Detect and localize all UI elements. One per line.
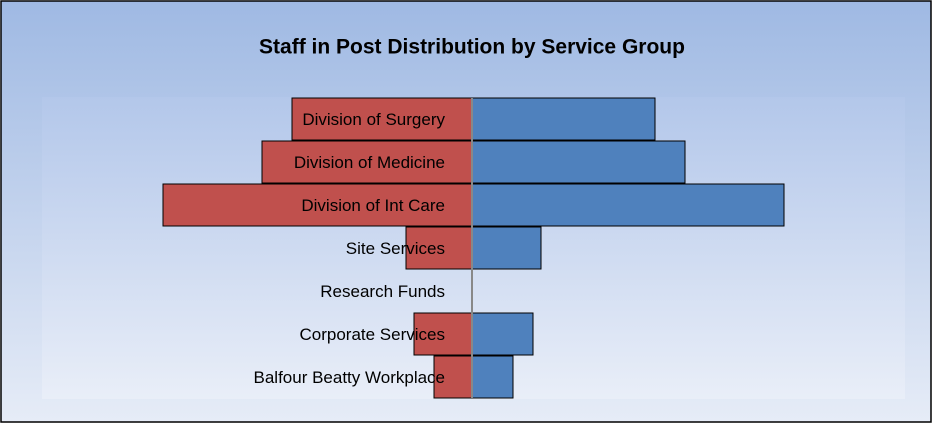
bar: [471, 312, 534, 356]
bar: [471, 183, 785, 227]
category-label: Division of Medicine: [294, 153, 445, 172]
bar: [162, 183, 473, 227]
category-label: Research Funds: [320, 282, 445, 301]
bar: [413, 312, 473, 356]
bar: [471, 355, 514, 399]
bar: [261, 140, 473, 184]
bar: [405, 226, 473, 270]
category-label: Balfour Beatty Workplace: [254, 368, 446, 387]
category-label: Corporate Services: [299, 325, 445, 344]
category-label: Division of Surgery: [302, 110, 445, 129]
category-label: Division of Int Care: [301, 196, 445, 215]
bar: [471, 97, 656, 141]
category-label: Site Services: [346, 239, 445, 258]
chart-title: Staff in Post Distribution by Service Gr…: [259, 36, 685, 59]
bar: [471, 140, 686, 184]
bar: [291, 97, 473, 141]
bar: [471, 226, 542, 270]
